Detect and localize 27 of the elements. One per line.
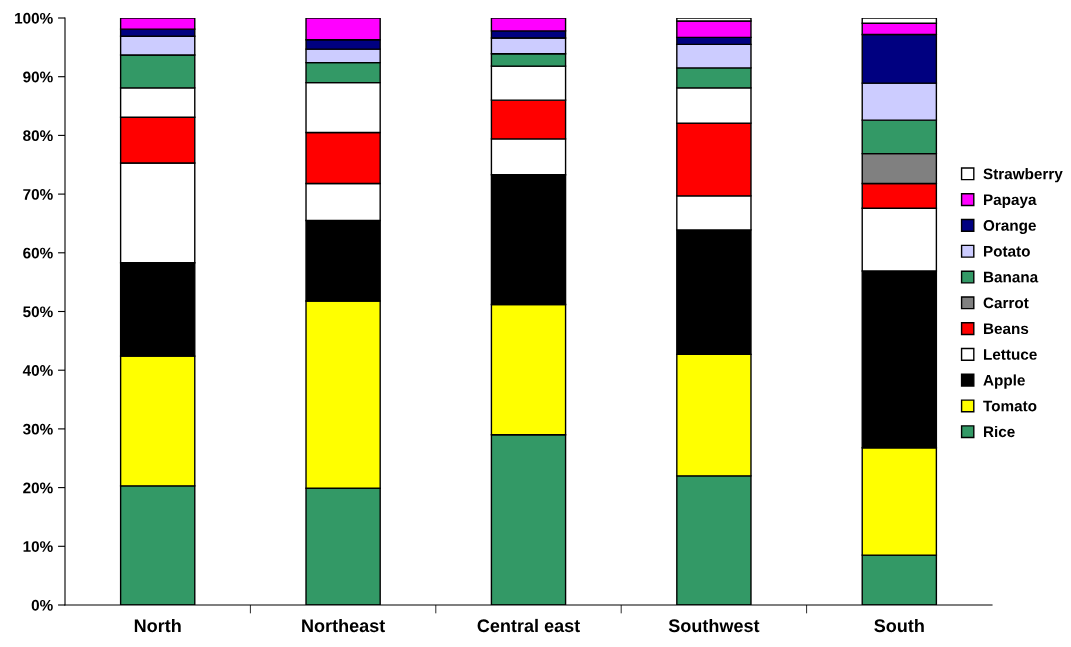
y-tick-label: 100% (15, 12, 53, 24)
legend-label: Strawberry (983, 168, 1063, 183)
y-tick-label: 80% (23, 130, 53, 142)
y-tick-label: 10% (23, 541, 53, 552)
y-tick-label: 0% (31, 599, 53, 611)
x-tick-label: South (874, 618, 924, 633)
legend-label: Tomato (983, 400, 1037, 412)
y-tick-label: 70% (23, 188, 53, 200)
legend-label: Banana (984, 271, 1039, 283)
y-tick-label: 90% (23, 71, 53, 83)
y-tick-label: 60% (23, 247, 53, 259)
x-tick-label: Northeast (302, 618, 386, 633)
y-tick-label: 30% (22, 423, 53, 435)
y-tick-label: 40% (22, 365, 53, 376)
legend-label: Beans (984, 323, 1029, 335)
y-tick-label: 20% (23, 482, 53, 494)
x-tick-label: North (134, 618, 181, 633)
legend-label: Carrot (983, 297, 1029, 309)
legend-label: Rice (984, 425, 1015, 438)
legend-label: Orange (983, 220, 1036, 234)
x-tick-label: Southwest (668, 618, 760, 633)
legend-label: Potato (984, 246, 1030, 257)
legend-label: Apple (983, 374, 1025, 389)
y-tick-label: 50% (23, 306, 53, 318)
legend-label: Papaya (984, 194, 1037, 209)
x-tick-label: Central east (477, 618, 580, 633)
legend-label: Lettuce (984, 349, 1037, 360)
